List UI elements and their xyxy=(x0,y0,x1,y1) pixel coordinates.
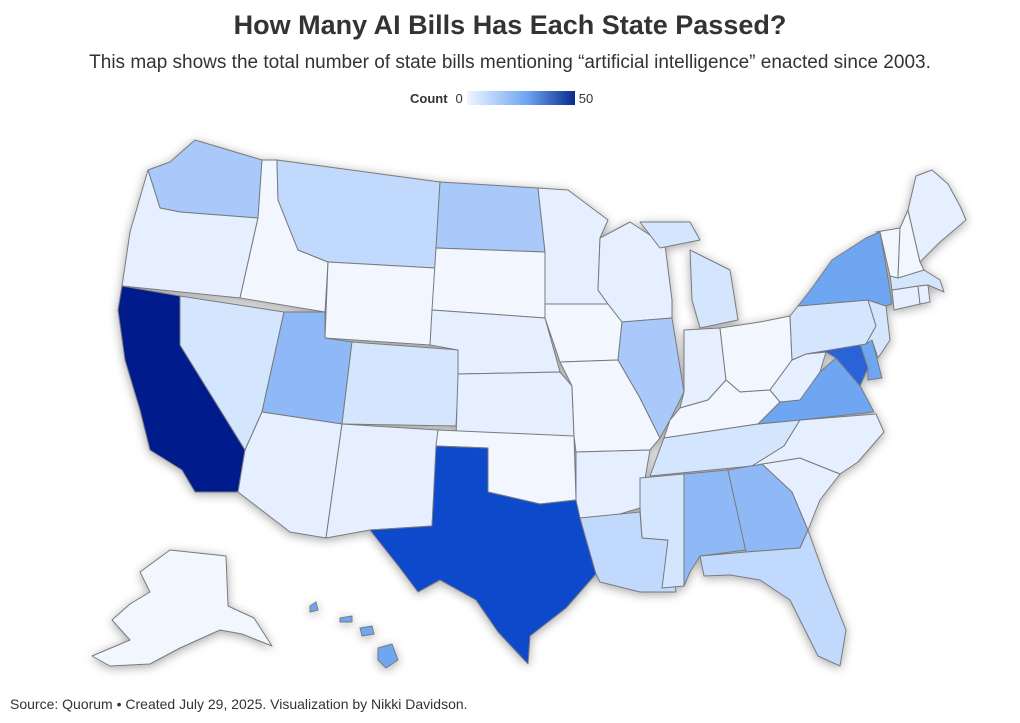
state-alaska[interactable] xyxy=(91,549,273,667)
state-illinois[interactable] xyxy=(617,317,685,439)
state-new-hampshire[interactable] xyxy=(897,209,925,279)
map-subtitle: This map shows the total number of state… xyxy=(89,52,931,73)
us-states-map xyxy=(91,139,967,669)
state-iowa[interactable] xyxy=(544,303,623,363)
state-south-dakota[interactable] xyxy=(431,247,546,319)
state-kansas[interactable] xyxy=(455,371,575,439)
legend-min: 0 xyxy=(455,90,463,106)
state-north-dakota[interactable] xyxy=(435,181,546,253)
state-florida[interactable] xyxy=(699,529,847,667)
color-legend: Count 0 50 xyxy=(410,89,593,107)
state-vermont[interactable] xyxy=(875,227,901,279)
state-arizona[interactable] xyxy=(237,411,343,539)
state-maine[interactable] xyxy=(907,169,967,263)
state-arkansas[interactable] xyxy=(575,449,651,521)
source-note: Source: Quorum • Created July 29, 2025. … xyxy=(10,696,468,712)
state-north-carolina[interactable] xyxy=(751,413,885,475)
state-michigan[interactable] xyxy=(639,221,739,329)
state-minnesota[interactable] xyxy=(537,187,609,305)
state-new-york[interactable] xyxy=(797,231,893,307)
state-rhode-island[interactable] xyxy=(917,284,931,305)
legend-label: Count xyxy=(410,90,448,106)
state-new-mexico[interactable] xyxy=(325,423,439,539)
legend-max: 50 xyxy=(578,90,594,106)
state-texas[interactable] xyxy=(369,445,597,665)
state-new-jersey[interactable] xyxy=(865,299,891,359)
state-montana[interactable] xyxy=(276,159,441,269)
state-washington[interactable] xyxy=(147,139,263,219)
legend-gradient xyxy=(466,91,575,105)
state-wyoming[interactable] xyxy=(324,261,436,346)
state-colorado[interactable] xyxy=(341,341,461,427)
state-hawaii[interactable] xyxy=(309,601,399,669)
map-title: How Many AI Bills Has Each State Passed? xyxy=(233,10,787,40)
